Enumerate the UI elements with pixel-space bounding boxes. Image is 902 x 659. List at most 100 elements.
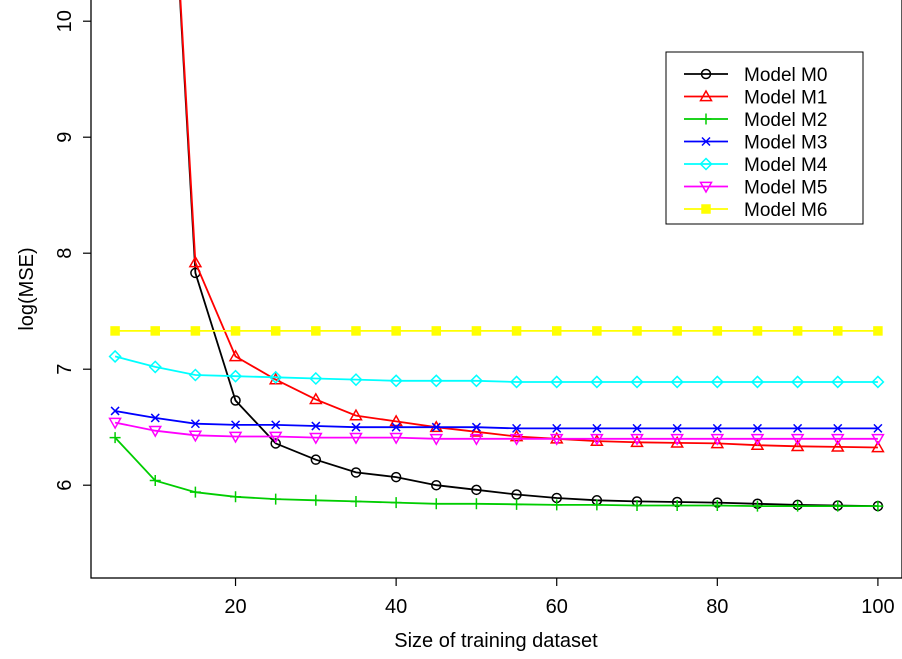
data-point [672,326,682,336]
data-point [391,326,401,336]
x-axis-title: Size of training dataset [394,630,598,652]
data-point [750,433,765,446]
data-point [350,495,362,507]
data-point [390,471,402,483]
data-point [833,423,843,433]
data-point [710,375,724,389]
data-point [710,436,725,449]
legend-label: Model M4 [744,155,828,176]
data-point [431,422,441,432]
data-point [831,375,845,389]
data-point [752,423,762,433]
data-point [230,326,241,336]
data-point [349,432,363,445]
data-point [549,433,564,446]
data-point [310,454,322,465]
data-point [792,326,803,336]
data-point [309,392,323,405]
legend-marker [699,181,713,194]
data-point [269,370,283,384]
legend-item: Model M0 [684,65,827,86]
legend-item: Model M6 [684,200,827,221]
data-point [109,432,121,444]
data-point [550,375,564,389]
legend-label: Model M0 [744,65,827,86]
x-tick-label: 80 [706,596,728,618]
data-point [871,433,885,446]
legend-marker [699,89,713,102]
series-2 [109,432,884,512]
data-point [792,500,804,512]
plot-frame [90,0,902,579]
data-point [230,491,242,503]
legend-label: Model M1 [744,88,827,109]
data-point [148,360,162,374]
data-point [389,374,403,388]
data-point [830,433,845,446]
data-point [231,420,241,430]
data-point [311,421,321,431]
data-point [390,497,402,509]
series-line [179,0,878,507]
data-point [110,326,120,336]
y-tick-label: 7 [54,364,76,375]
data-point [509,433,524,446]
data-point [672,423,682,433]
data-point [150,413,160,423]
data-point [148,425,163,438]
data-point [471,484,482,496]
data-point [830,439,845,452]
data-point [430,498,442,510]
x-tick-label: 40 [385,596,407,618]
data-point [110,406,120,416]
data-point [712,423,722,433]
data-point [630,375,644,389]
data-point [793,423,803,433]
data-point [149,475,161,487]
data-point [791,375,805,389]
legend-marker [700,113,712,125]
legend-label: Model M2 [744,110,827,131]
legend-box [665,51,864,225]
data-point [351,326,361,336]
series-6 [110,326,883,336]
series-line [114,436,878,508]
data-point [469,374,483,388]
data-point [271,420,281,430]
data-point [108,349,122,364]
data-point [751,500,763,512]
data-point [349,373,363,387]
x-axis: 20 40 60 80 100 [224,578,895,618]
data-point [350,467,362,478]
data-point [711,500,723,511]
series-line [114,421,878,440]
legend-label: Model M3 [744,133,827,154]
data-point [871,375,885,389]
data-point [351,422,361,432]
data-point [469,424,484,437]
data-point [310,494,322,506]
data-point [429,433,444,446]
data-point [230,395,241,406]
series-line [114,355,878,383]
data-point [389,414,403,427]
legend-marker [700,68,712,80]
data-point [630,433,644,446]
y-axis-title: log(MSE) [16,247,38,330]
data-point [469,433,484,446]
data-point [512,423,522,433]
data-point [188,255,203,268]
y-axis: 6 7 8 9 10 [54,10,91,491]
data-point [790,433,805,446]
legend-marker [699,157,713,171]
data-point [270,438,281,449]
data-point [670,433,684,446]
data-point [471,422,481,432]
data-point [873,423,883,433]
legend-item: Model M4 [684,155,828,176]
legend-item: Model M2 [684,110,827,131]
data-point [511,498,523,510]
series-line [179,0,878,449]
